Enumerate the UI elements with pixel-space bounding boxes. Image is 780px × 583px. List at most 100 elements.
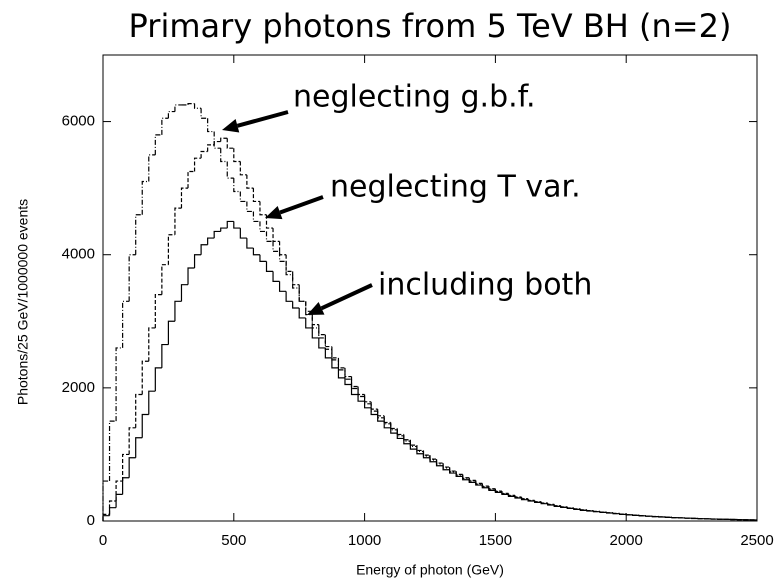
histogram-step [102, 480, 110, 521]
histogram-step [141, 180, 149, 215]
histogram-step [409, 439, 417, 446]
histogram-step [135, 214, 143, 255]
histogram-step [135, 393, 143, 428]
histogram-step [278, 251, 287, 262]
histogram-step [167, 320, 175, 345]
histogram-step [265, 231, 274, 242]
histogram-step [501, 492, 509, 495]
histogram-step [422, 450, 430, 456]
histogram-step [193, 254, 202, 269]
histogram-step [128, 427, 136, 455]
histogram-step [174, 300, 182, 322]
histogram-step [174, 104, 182, 112]
histogram-step [259, 201, 267, 216]
histogram-step [540, 502, 548, 505]
y-tick-label: 6000 [62, 113, 95, 130]
histogram-step [318, 324, 326, 336]
histogram-step [239, 161, 247, 176]
x-tick-label: 1000 [348, 532, 381, 549]
histogram-step [278, 281, 287, 292]
histogram-step [560, 506, 568, 508]
histogram-step [494, 488, 502, 492]
histogram-step [573, 508, 581, 510]
histogram-step [488, 487, 496, 491]
histogram-step [115, 480, 123, 502]
histogram-step [612, 513, 620, 515]
histogram-step [278, 241, 287, 256]
histogram-step [265, 261, 274, 272]
y-tick-label: 4000 [62, 246, 95, 263]
histogram-step [285, 261, 293, 276]
histogram-step [520, 498, 529, 501]
histogram-step [344, 369, 352, 380]
histogram-step [298, 288, 306, 302]
histogram-step [553, 505, 561, 507]
histogram-step [337, 359, 345, 371]
histogram-step [246, 238, 254, 249]
histogram-step [161, 264, 169, 295]
histogram-step [193, 103, 202, 109]
histogram-step [200, 244, 208, 255]
histogram-step [605, 512, 614, 514]
histogram-step [207, 118, 215, 133]
histogram-step [252, 248, 260, 256]
histogram-step [416, 449, 424, 455]
histogram-step [213, 131, 221, 149]
histogram-step [128, 457, 136, 478]
histogram-step [200, 150, 208, 159]
histogram-step [148, 390, 156, 415]
histogram-step [403, 438, 411, 445]
histogram-step [259, 254, 267, 262]
histogram-step [501, 491, 509, 494]
histogram-step [409, 443, 417, 450]
y-tick-label: 0 [87, 512, 95, 529]
histogram-step [298, 284, 306, 302]
histogram-step [396, 428, 404, 436]
histogram-step [396, 433, 404, 440]
histogram-step [213, 230, 221, 239]
histogram-step [527, 499, 535, 502]
histogram-step [377, 414, 385, 422]
histogram-step [141, 360, 149, 395]
histogram-step [207, 144, 215, 152]
histogram-step [364, 396, 372, 405]
x-tick-label: 500 [221, 532, 246, 549]
histogram-step [154, 134, 162, 155]
histogram-step [377, 411, 385, 419]
histogram-step [285, 291, 293, 302]
histogram-step [180, 284, 189, 302]
histogram-step [220, 227, 228, 232]
histogram-step [481, 483, 489, 487]
histogram-step [390, 427, 398, 434]
histogram-step [331, 357, 339, 369]
x-tick-label: 2000 [610, 532, 643, 549]
chart-title: Primary photons from 5 TeV BH (n=2) [129, 7, 732, 45]
histogram-step [311, 327, 319, 339]
histogram-step [324, 347, 332, 359]
histogram-step [462, 476, 470, 481]
histogram-step [318, 327, 326, 339]
histogram-step [514, 495, 522, 498]
x-axis-label: Energy of photon (GeV) [356, 562, 504, 578]
histogram-step [350, 376, 359, 388]
histogram-step [226, 161, 234, 179]
histogram-step [331, 346, 339, 359]
histogram-step [272, 271, 280, 282]
histogram-step [579, 509, 587, 511]
histogram-step [364, 394, 372, 403]
histogram-step [350, 384, 359, 396]
histogram-step [128, 254, 136, 302]
histogram-step [122, 477, 130, 495]
histogram-step [547, 503, 555, 506]
histogram-step [344, 377, 352, 386]
histogram-step [154, 367, 162, 392]
histogram-step [442, 465, 450, 471]
histogram-step [148, 327, 156, 362]
histogram-step [403, 434, 411, 441]
histogram-step [370, 403, 378, 412]
histogram-step [252, 211, 260, 223]
histogram-step [292, 271, 300, 286]
histogram-step [180, 187, 189, 209]
arrow-head [222, 119, 240, 133]
